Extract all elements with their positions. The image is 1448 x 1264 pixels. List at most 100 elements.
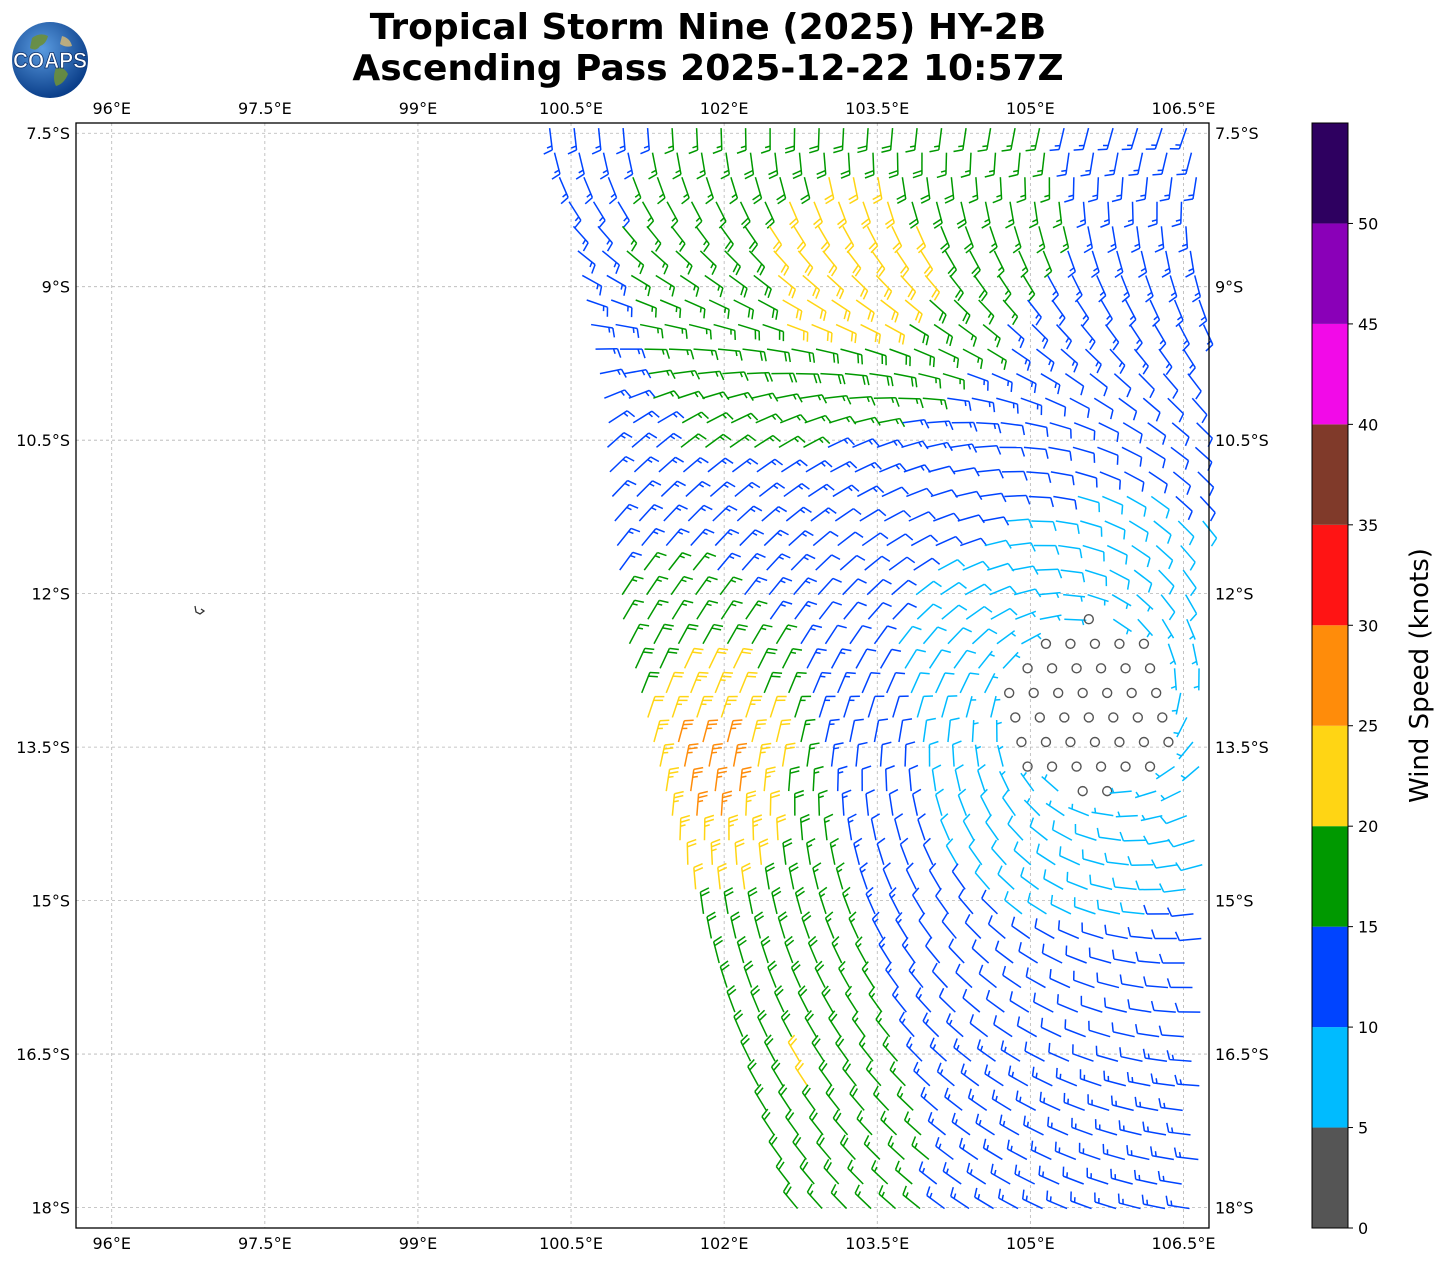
wind-barb: [757, 1009, 768, 1037]
wind-barb: [995, 719, 1002, 743]
wind-barb: [954, 764, 964, 792]
wind-barb: [951, 421, 978, 432]
wind-barb: [913, 348, 936, 368]
island-coastline: [194, 605, 206, 615]
wind-barb: [763, 529, 789, 547]
wind-barb: [872, 1085, 890, 1111]
wind-barb: [705, 433, 732, 448]
wind-barb: [832, 1109, 849, 1136]
wind-barb: [1126, 495, 1147, 517]
wind-barb: [1065, 638, 1076, 649]
wind-barb: [1084, 348, 1102, 374]
wind-barb: [724, 250, 742, 276]
wind-barb: [1173, 299, 1184, 328]
lon-tick-label-bottom: 102°E: [700, 1234, 749, 1253]
wind-barb: [846, 250, 862, 277]
wind-barb: [1075, 471, 1098, 488]
wind-barb: [929, 299, 947, 324]
wind-barb: [751, 624, 773, 645]
wind-barb: [920, 177, 931, 204]
wind-barb: [1097, 127, 1114, 151]
wind-barb: [922, 717, 936, 743]
wind-barb: [1031, 520, 1057, 532]
wind-barb: [842, 886, 852, 915]
wind-barb: [1098, 422, 1120, 443]
wind-barb: [1119, 974, 1144, 989]
wind-barb: [1050, 471, 1075, 486]
wind-barb: [886, 672, 906, 694]
wind-barb: [740, 1034, 752, 1062]
wind-barb: [1087, 1094, 1110, 1112]
wind-barb: [902, 1185, 921, 1210]
wind-barb: [586, 299, 609, 317]
wind-barb: [1193, 668, 1200, 691]
wind-barb: [915, 580, 942, 596]
wind-barb: [935, 535, 963, 547]
wind-barb: [1127, 999, 1152, 1013]
wind-barb: [962, 813, 975, 841]
wind-barb: [664, 128, 675, 155]
wind-barb: [616, 128, 626, 155]
wind-barb: [848, 911, 860, 939]
wind-barb: [728, 814, 739, 841]
wind-barb: [1176, 741, 1194, 760]
wind-barb: [974, 744, 982, 767]
wind-barb: [1155, 765, 1175, 780]
wind-barb: [720, 790, 733, 816]
wind-barb: [861, 201, 871, 229]
wind-barb: [1104, 520, 1126, 540]
wind-barb: [739, 201, 751, 229]
wind-barb: [840, 152, 851, 179]
wind-barb: [883, 509, 912, 522]
wind-barb: [942, 372, 965, 390]
wind-barb: [712, 935, 724, 964]
wind-barb: [918, 1161, 938, 1185]
wind-barb: [812, 765, 824, 792]
wind-barb: [1067, 250, 1077, 279]
wind-barb: [660, 480, 686, 497]
wind-barb: [857, 128, 869, 154]
lat-tick-label-right: 12°S: [1215, 585, 1254, 604]
wind-barb: [1134, 790, 1157, 799]
wind-barb: [703, 814, 715, 841]
wind-barb: [778, 435, 806, 448]
wind-barb: [1022, 275, 1036, 302]
wind-barb: [1120, 275, 1131, 303]
wind-barb: [635, 299, 657, 318]
wind-barb: [861, 671, 881, 694]
wind-barb: [937, 559, 965, 571]
wind-barb: [771, 372, 798, 383]
wind-barb: [709, 481, 736, 498]
wind-barb: [699, 250, 717, 276]
wind-barb: [951, 740, 962, 767]
wind-barb: [824, 911, 835, 939]
wind-barb: [903, 464, 932, 473]
wind-barb: [1109, 787, 1132, 794]
wind-barb: [985, 814, 1000, 841]
wind-barb: [726, 623, 748, 645]
wind-barb: [1052, 201, 1063, 229]
wind-barb: [888, 788, 899, 816]
wind-barb: [955, 963, 973, 989]
wind-barb: [650, 250, 669, 275]
wind-barb: [926, 1186, 945, 1210]
wind-barb: [1140, 814, 1163, 822]
wind-barb: [1089, 373, 1108, 397]
wind-barb: [1073, 422, 1096, 441]
wind-barb: [751, 392, 779, 402]
wind-barb: [757, 742, 772, 767]
wind-barb: [1002, 651, 1021, 669]
wind-barb: [1101, 687, 1113, 699]
wind-barb: [1081, 849, 1105, 866]
wind-barb: [1074, 823, 1097, 841]
wind-barb: [1072, 970, 1095, 989]
wind-barb: [631, 432, 658, 448]
wind-barb: [1076, 201, 1087, 229]
wind-barb: [990, 1163, 1011, 1185]
wind-barb: [799, 813, 810, 841]
wind-barb: [1001, 470, 1028, 481]
wind-barb: [956, 201, 967, 229]
wind-barb: [901, 440, 929, 450]
wind-barb: [1011, 565, 1039, 575]
lon-tick-label-bottom: 99°E: [399, 1234, 437, 1253]
